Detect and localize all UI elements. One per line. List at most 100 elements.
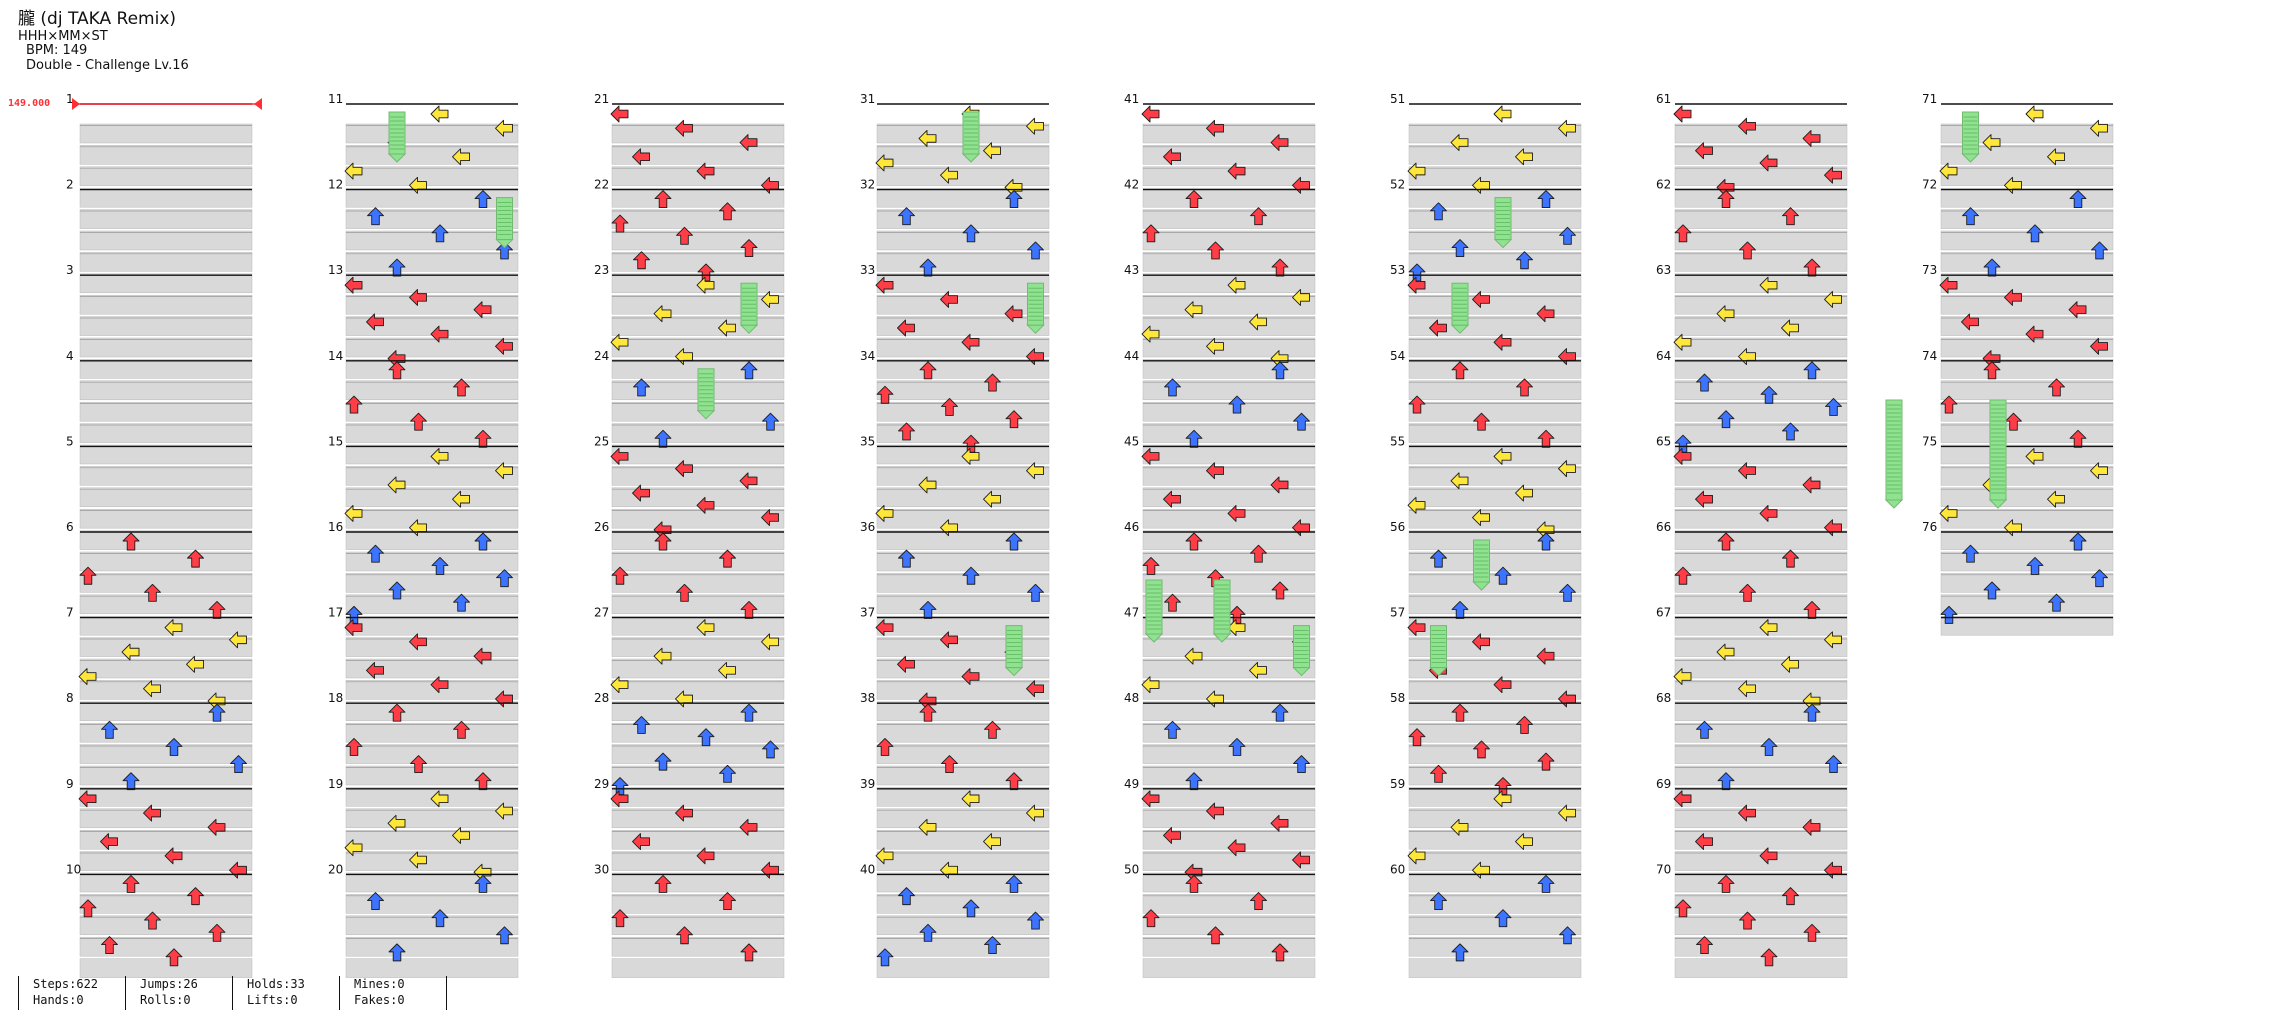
left-arrow-icon [1961, 313, 1979, 331]
beat-band [1142, 915, 1316, 936]
left-arrow-icon [1515, 484, 1533, 502]
bpm-label: BPM: 149 [26, 43, 88, 59]
beat-band [611, 294, 785, 315]
measure-label-54: 54 [1390, 349, 1405, 363]
up-arrow-icon [740, 601, 758, 619]
beat-band [1142, 294, 1316, 315]
beat-band [611, 936, 785, 957]
left-arrow-icon [1249, 661, 1267, 679]
measure-label-15: 15 [328, 434, 343, 448]
up-arrow-icon [876, 948, 894, 967]
left-arrow-icon [632, 484, 650, 502]
up-arrow-icon [633, 378, 650, 397]
up-arrow-icon [1537, 752, 1555, 771]
up-arrow-icon [122, 532, 140, 551]
beat-band [876, 444, 1050, 465]
up-arrow-icon [1027, 241, 1044, 260]
up-arrow-icon [1408, 395, 1426, 414]
measure-label-37: 37 [860, 606, 875, 620]
beat-band [611, 187, 785, 208]
up-arrow-icon [1760, 385, 1778, 404]
left-arrow-icon [1206, 802, 1224, 820]
mines-count: Mines:0 [354, 977, 405, 991]
left-arrow-icon [696, 276, 715, 294]
hold-bar-icon [1144, 579, 1164, 643]
hold-bar-icon [1004, 625, 1024, 677]
up-arrow-icon [1782, 422, 1799, 441]
up-arrow-icon [719, 764, 736, 783]
up-arrow-icon [474, 532, 492, 551]
beat-band [876, 744, 1050, 764]
up-arrow-icon [2069, 532, 2087, 551]
left-arrow-icon [409, 288, 427, 306]
measure-label-51: 51 [1390, 92, 1405, 106]
left-arrow-icon [430, 790, 449, 808]
beat-band [611, 915, 785, 936]
beat-band [876, 701, 1050, 722]
up-arrow-icon [1739, 911, 1756, 930]
beat-band [1940, 230, 2114, 251]
beat-band [1940, 209, 2114, 229]
measure-label-64: 64 [1656, 349, 1671, 363]
beat-band [876, 466, 1050, 486]
measure-label-13: 13 [328, 263, 343, 277]
beat-band [1940, 166, 2114, 187]
left-arrow-icon [452, 148, 470, 166]
left-arrow-icon [983, 142, 1001, 160]
measure-label-3: 3 [66, 263, 74, 277]
beat-band [79, 808, 253, 829]
beat-band [345, 680, 519, 700]
left-arrow-icon [961, 668, 980, 685]
up-arrow-icon [1760, 948, 1778, 967]
beat-band [345, 594, 519, 615]
measure-label-23: 23 [594, 263, 609, 277]
up-arrow-icon [1228, 737, 1246, 756]
left-arrow-icon [1781, 319, 1799, 337]
measure-label-46: 46 [1124, 520, 1139, 534]
beat-band [1142, 744, 1316, 764]
beat-band [611, 701, 785, 722]
beat-band [1674, 744, 1848, 764]
beat-band [1674, 273, 1848, 294]
up-arrow-icon [654, 532, 672, 551]
beat-band [611, 658, 785, 679]
up-arrow-icon [984, 373, 1001, 392]
measure-label-4: 4 [66, 349, 74, 363]
left-arrow-icon [2025, 325, 2044, 343]
beat-band [1408, 294, 1582, 315]
up-arrow-icon [1164, 378, 1181, 397]
beat-band [1142, 765, 1316, 786]
left-arrow-icon [1558, 804, 1576, 822]
left-arrow-icon [1536, 647, 1555, 665]
left-arrow-icon [430, 325, 449, 343]
left-arrow-icon [675, 119, 693, 137]
left-arrow-icon [940, 631, 958, 649]
beat-band [1674, 316, 1848, 336]
beat-band [1674, 658, 1848, 679]
left-arrow-icon [718, 319, 736, 337]
measure-label-63: 63 [1656, 263, 1671, 277]
beat-band [611, 722, 785, 743]
left-arrow-icon [1515, 148, 1533, 166]
beat-band [1142, 145, 1316, 165]
left-arrow-icon [610, 447, 629, 465]
left-arrow-icon [1824, 166, 1842, 184]
left-arrow-icon [387, 476, 406, 494]
up-arrow-icon [345, 737, 363, 756]
left-arrow-icon [961, 447, 980, 465]
up-arrow-icon [1537, 874, 1555, 893]
left-arrow-icon [1493, 447, 1512, 465]
up-arrow-icon [1537, 429, 1555, 448]
beat-band [876, 487, 1050, 508]
left-arrow-icon [1227, 505, 1246, 522]
measure-label-49: 49 [1124, 777, 1139, 791]
up-arrow-icon [2026, 557, 2044, 575]
beat-band [1142, 444, 1316, 465]
beat-band [1142, 722, 1316, 743]
left-arrow-icon [1673, 668, 1692, 685]
up-arrow-icon [1983, 581, 2001, 600]
beat-band [79, 316, 253, 336]
beat-band [611, 680, 785, 700]
beat-band [1142, 380, 1316, 401]
measure-label-65: 65 [1656, 434, 1671, 448]
